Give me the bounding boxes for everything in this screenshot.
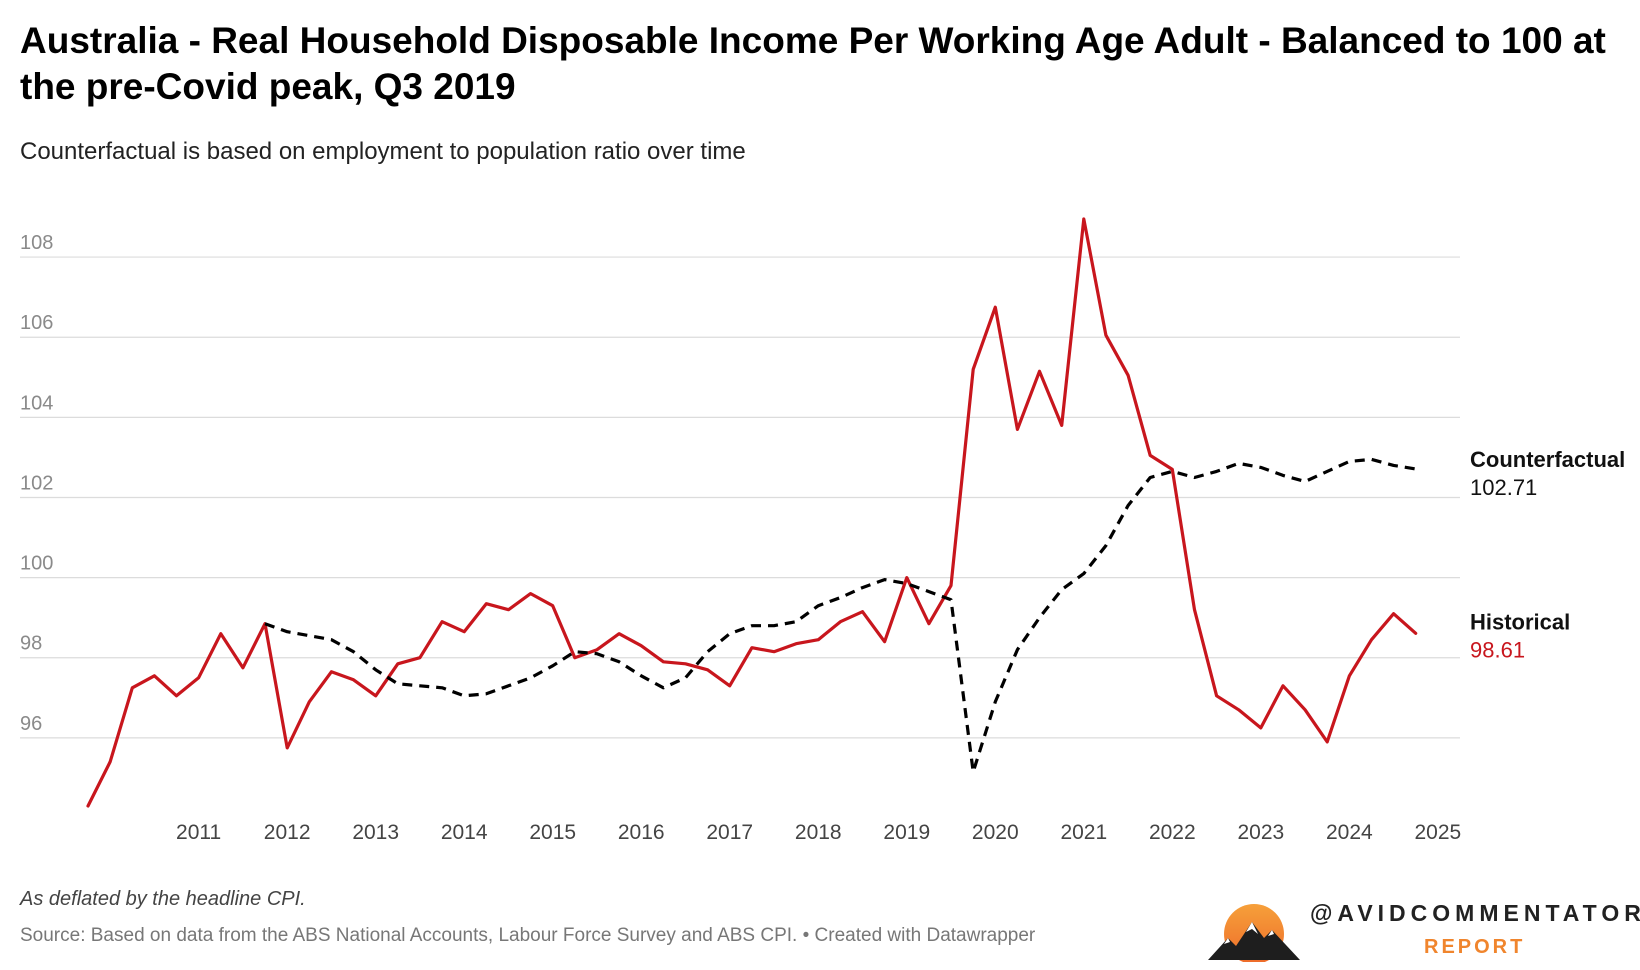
x-tick-label: 2023 (1237, 821, 1284, 844)
x-tick-label: 2019 (883, 821, 930, 844)
end-value-counterfactual: 102.71 (1470, 475, 1537, 500)
x-tick-label: 2018 (795, 821, 842, 844)
x-tick-label: 2012 (264, 821, 311, 844)
series-line-historical (86, 217, 1418, 808)
y-tick-label: 102 (20, 472, 53, 494)
brand-handle: @AVIDCOMMENTATOR (1310, 900, 1640, 926)
series-line-counterfactual (264, 457, 1416, 774)
end-value-historical: 98.61 (1470, 637, 1525, 662)
end-label-historical: Historical (1470, 609, 1570, 634)
end-label-counterfactual: Counterfactual (1470, 447, 1625, 472)
x-tick-label: 2025 (1415, 821, 1462, 844)
x-tick-label: 2015 (529, 821, 576, 844)
y-tick-label: 106 (20, 312, 53, 334)
x-tick-label: 2016 (618, 821, 665, 844)
y-tick-label: 96 (20, 713, 42, 735)
x-tick-label: 2011 (176, 821, 221, 844)
x-tick-label: 2020 (972, 821, 1019, 844)
y-tick-label: 104 (20, 392, 53, 414)
x-tick-label: 2021 (1060, 821, 1107, 844)
mountain-sun-logo-icon (1208, 904, 1300, 962)
x-tick-label: 2024 (1326, 821, 1373, 844)
chart-notes: As deflated by the headline CPI. (20, 888, 306, 910)
x-tick-label: 2022 (1149, 821, 1196, 844)
chart-title: Australia - Real Household Disposable In… (20, 20, 1606, 107)
chart-source: Source: Based on data from the ABS Natio… (20, 925, 1036, 946)
brand-subtitle: REPORT (1424, 936, 1526, 958)
x-tick-label: 2014 (441, 821, 488, 844)
chart-subtitle: Counterfactual is based on employment to… (20, 138, 746, 165)
x-tick-label: 2013 (352, 821, 399, 844)
x-tick-label: 2017 (706, 821, 753, 844)
y-tick-label: 108 (20, 232, 53, 254)
line-chart: 96 98 100 102 104 106 108 2011 2012 2013 2014 2015 2… (20, 217, 1625, 844)
y-tick-label: 100 (20, 553, 53, 575)
y-tick-label: 98 (20, 633, 42, 655)
